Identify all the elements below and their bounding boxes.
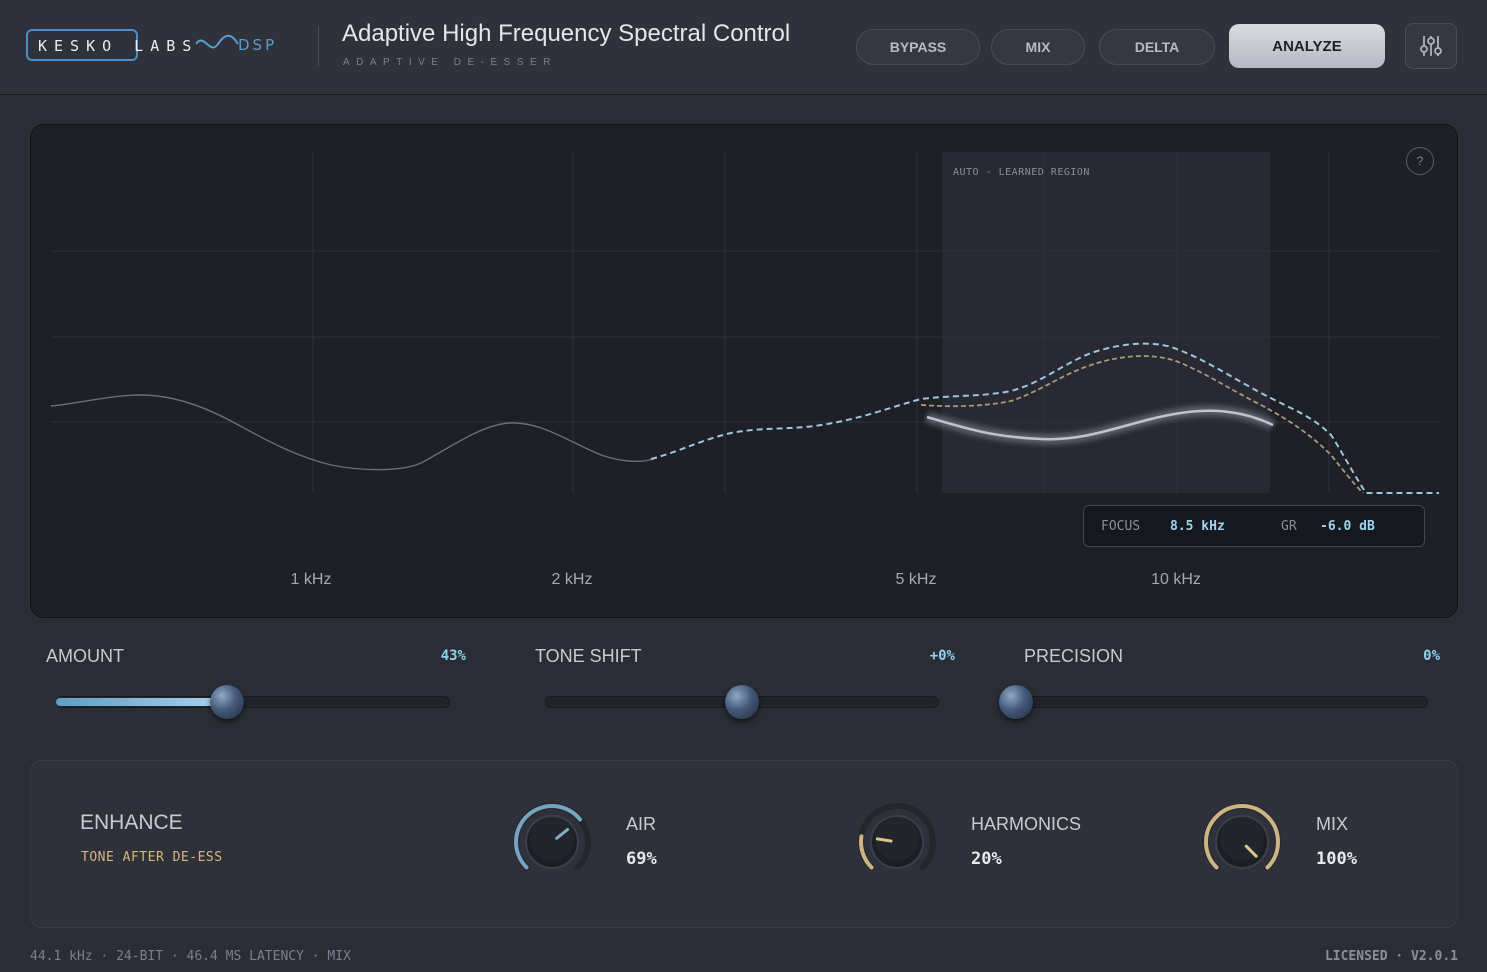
reduction-curve bbox=[926, 409, 1274, 441]
enhance-panel: ENHANCE TONE AFTER DE-ESS AIR 69% HARMON… bbox=[30, 760, 1458, 928]
plugin-subtitle: ADAPTIVE DE-ESSER bbox=[343, 57, 557, 68]
tone-shift-value: +0% bbox=[929, 648, 955, 664]
freq-label-5k: 5 kHz bbox=[895, 571, 937, 588]
enhance-subtitle: TONE AFTER DE-ESS bbox=[81, 850, 223, 865]
tone-shift-thumb[interactable] bbox=[725, 685, 759, 719]
precision-label: PRECISION bbox=[1024, 646, 1124, 666]
mix-knob[interactable] bbox=[1199, 799, 1285, 885]
settings-button[interactable] bbox=[1405, 23, 1457, 69]
freq-label-2k: 2 kHz bbox=[551, 571, 593, 588]
logo-text: KESKO LABS bbox=[38, 37, 199, 55]
bypass-button[interactable]: BYPASS bbox=[856, 29, 980, 65]
grid-vertical bbox=[312, 152, 1330, 493]
air-label: AIR bbox=[626, 814, 657, 834]
spectrum-analyzer[interactable]: AUTO - LEARNED REGION ? FOCUS 8.5 kHz GR… bbox=[30, 124, 1458, 618]
amount-label: AMOUNT bbox=[46, 646, 124, 666]
plugin-title: Adaptive High Frequency Spectral Control bbox=[342, 20, 791, 47]
mix-knob-value: 100% bbox=[1316, 849, 1357, 869]
spectrum-graph[interactable] bbox=[31, 125, 1458, 618]
freq-label-1k: 1 kHz bbox=[290, 571, 332, 588]
tone-shift-label: TONE SHIFT bbox=[535, 646, 642, 666]
precision-value: 0% bbox=[1423, 648, 1440, 664]
harmonics-knob[interactable] bbox=[854, 799, 940, 885]
focus-label: FOCUS bbox=[1101, 519, 1141, 534]
gr-label: GR bbox=[1281, 519, 1297, 534]
footer-status: 44.1 kHz · 24-BIT · 46.4 MS LATENCY · MI… bbox=[30, 949, 351, 964]
amount-value: 43% bbox=[440, 648, 466, 664]
air-value: 69% bbox=[626, 849, 657, 869]
mix-button[interactable]: MIX bbox=[991, 29, 1085, 65]
focus-value: 8.5 kHz bbox=[1170, 519, 1225, 534]
learned-region-label: AUTO - LEARNED REGION bbox=[953, 167, 1090, 178]
harmonics-value: 20% bbox=[971, 849, 1002, 869]
mix-knob-label: MIX bbox=[1316, 814, 1349, 834]
amount-fill bbox=[56, 698, 228, 706]
analyze-button[interactable]: ANALYZE bbox=[1229, 24, 1385, 68]
freq-label-10k: 10 kHz bbox=[1151, 571, 1201, 588]
precision-track[interactable] bbox=[1002, 696, 1428, 708]
air-knob[interactable] bbox=[509, 799, 595, 885]
tone-shift-slider-group: TONE SHIFT +0% bbox=[535, 640, 955, 720]
gr-value: -6.0 dB bbox=[1320, 519, 1375, 534]
harmonics-label: HARMONICS bbox=[971, 814, 1082, 834]
focus-readout: FOCUS 8.5 kHz GR -6.0 dB bbox=[1083, 505, 1425, 547]
delta-button[interactable]: DELTA bbox=[1099, 29, 1215, 65]
footer-license: LICENSED · V2.0.1 bbox=[1324, 949, 1458, 964]
output-dashed-curve bbox=[920, 355, 1364, 494]
input-spectrum-line bbox=[50, 394, 654, 471]
sliders-icon bbox=[1420, 36, 1442, 56]
logo-box bbox=[26, 29, 138, 61]
amount-slider-group: AMOUNT 43% bbox=[46, 640, 466, 720]
logo-dsp-text: DSP bbox=[238, 36, 278, 54]
grid-horizontal bbox=[51, 250, 1439, 423]
help-button[interactable]: ? bbox=[1406, 147, 1434, 175]
logo-wave-icon bbox=[196, 34, 239, 49]
amount-thumb[interactable] bbox=[210, 685, 245, 719]
header-divider bbox=[318, 26, 319, 66]
learned-region bbox=[942, 152, 1270, 493]
precision-slider-group: PRECISION 0% bbox=[999, 640, 1440, 720]
brand-logo: KESKO LABS DSP bbox=[26, 24, 298, 66]
input-dashed-curve bbox=[650, 342, 1439, 494]
precision-thumb[interactable] bbox=[999, 685, 1033, 719]
header-bar: KESKO LABS DSP Adaptive High Frequency S… bbox=[0, 0, 1487, 95]
enhance-title: ENHANCE bbox=[80, 811, 183, 834]
